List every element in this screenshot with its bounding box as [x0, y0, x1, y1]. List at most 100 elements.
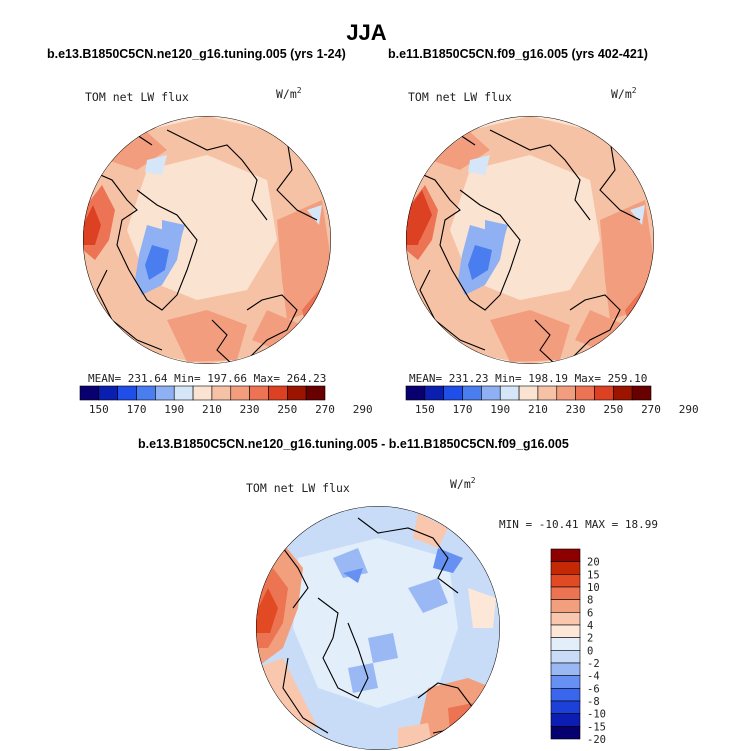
- panel-1-variable-label: TOM net LW flux: [85, 90, 189, 104]
- colorbar-diff-tick-label: 0: [587, 645, 593, 657]
- canada-warm: [430, 132, 490, 170]
- colorbar-2-swatch: [405, 385, 426, 401]
- pacific-warm: [413, 513, 448, 548]
- coastline-siberia: [489, 129, 591, 221]
- colorbar-2-swatch: [462, 385, 482, 401]
- colorbar-2-swatch: [499, 385, 520, 401]
- colorbar-diff-swatch: [550, 637, 581, 651]
- coastline-europe: [211, 319, 233, 364]
- colorbar-1-swatch: [98, 385, 118, 401]
- colorbar-diff-swatch: [550, 561, 581, 575]
- colorbar-diff-swatch: [550, 574, 581, 588]
- colorbar-diff-swatch: [550, 662, 581, 676]
- colorbar-1-swatch: [287, 385, 307, 401]
- ellesmere-cold: [162, 220, 185, 235]
- colorbar-diff-tick-label: 10: [587, 582, 600, 594]
- colorbar-diff-tick-label: 6: [587, 607, 593, 619]
- greenland-core: [468, 245, 492, 280]
- colorbar-diff-tick-label: -15: [587, 721, 606, 733]
- colorbar-diff-tick-label: -10: [587, 709, 606, 721]
- coastline-labrador: [282, 657, 329, 734]
- colorbar-2-swatch: [594, 385, 614, 401]
- colorbar-1-tick-label: 270: [315, 403, 335, 416]
- siberia-cold: [408, 578, 448, 613]
- colorbar-diff-tick-label: 15: [587, 569, 600, 581]
- coastline-siberia: [357, 517, 459, 594]
- colorbar-1-swatch: [192, 385, 213, 401]
- coastline-canada: [282, 547, 309, 609]
- coastline-europe: [534, 319, 556, 364]
- colorbar-2-swatch: [575, 385, 595, 401]
- colorbar-1-tick-label: 210: [202, 403, 222, 416]
- panel-2-stats: MEAN= 231.23 Min= 198.19 Max= 259.10: [409, 372, 648, 385]
- colorbar-1-tick-label: 290: [353, 403, 373, 416]
- colorbar-2-tick-label: 250: [603, 403, 623, 416]
- scandinavia-hot: [448, 703, 473, 733]
- colorbar-diff-swatch: [550, 586, 581, 600]
- colorbar-2-swatch: [631, 385, 652, 401]
- colorbar-panel-1: 150 170 190 210 230 250 270 290: [79, 385, 373, 416]
- colorbar-1-swatch: [249, 385, 269, 401]
- colorbar-2-swatch: [518, 385, 539, 401]
- colorbar-1-swatch: [305, 385, 326, 401]
- colorbar-2-swatch: [443, 385, 463, 401]
- pacific-warm: [167, 310, 247, 362]
- colorbar-2-tick-label: 290: [679, 403, 699, 416]
- greenland-core: [145, 245, 169, 280]
- colorbar-2-tick-label: 150: [415, 403, 435, 416]
- panel-2-variable-label: TOM net LW flux: [408, 90, 512, 104]
- panel-2-case-title: b.e11.B1850C5CN.f09_g16.005 (yrs 402-421…: [388, 47, 648, 61]
- colorbar-1-swatch: [117, 385, 137, 401]
- colorbar-1-swatch: [173, 385, 194, 401]
- coastline-greenland: [411, 169, 521, 311]
- coastline-asia: [599, 139, 641, 221]
- colorbar-diff-tick-label: 4: [587, 620, 593, 632]
- panel-2-units: W/m2: [611, 86, 637, 101]
- map-panel-1: [83, 116, 331, 364]
- colorbar-1-swatch: [136, 385, 156, 401]
- colorbar-1-swatch: [79, 385, 100, 401]
- colorbar-diff-swatch: [550, 650, 581, 664]
- coastline-scandinavia: [569, 294, 621, 361]
- colorbar-1-tick-label: 190: [164, 403, 184, 416]
- colorbar-2-tick-label: 230: [566, 403, 586, 416]
- colorbar-diff-swatch: [550, 624, 581, 638]
- north-atlantic-core-2: [406, 190, 432, 240]
- colorbar-diff-swatch: [550, 612, 581, 626]
- colorbar-diff-tick-label: 8: [587, 595, 593, 607]
- colorbar-diff-swatch: [550, 713, 581, 727]
- colorbar-2-swatch: [537, 385, 558, 401]
- diff-units: W/m2: [450, 476, 476, 491]
- pacific-warm: [490, 310, 570, 362]
- colorbar-1-swatch: [211, 385, 232, 401]
- greenland-cold: [348, 663, 378, 693]
- colorbar-diff-swatch: [550, 700, 581, 714]
- colorbar-2-tick-label: 170: [453, 403, 473, 416]
- colorbar-1-tick-label: 150: [89, 403, 109, 416]
- map-panel-2: [406, 116, 654, 364]
- panel-1-stats: MEAN= 231.64 Min= 197.66 Max= 264.23: [88, 372, 327, 385]
- north-atlantic-core: [83, 205, 101, 245]
- upper-cold: [145, 155, 167, 175]
- eurasia-warm: [600, 200, 654, 320]
- colorbar-diff-swatch: [550, 548, 581, 562]
- coastline-scandinavia: [246, 294, 298, 361]
- colorbar-diff-tick-label: -20: [587, 734, 606, 746]
- eurasia-warm: [277, 200, 331, 320]
- coastline-greenland: [317, 597, 369, 699]
- colorbar-diff-tick-label: 2: [587, 633, 593, 645]
- right-cold: [630, 205, 645, 225]
- coastline-siberia: [166, 129, 268, 221]
- colorbar-2-tick-label: 190: [490, 403, 510, 416]
- panel-1-units: W/m2: [276, 86, 302, 101]
- colorbar-1-swatch: [155, 385, 175, 401]
- canada-warm: [107, 132, 167, 170]
- colorbar-1-tick-label: 230: [240, 403, 260, 416]
- colorbar-2-swatch: [424, 385, 444, 401]
- colorbar-diff-tick-label: -8: [587, 696, 600, 708]
- colorbar-2-swatch: [481, 385, 501, 401]
- east-siberia-cold: [433, 548, 463, 573]
- north-atlantic-core: [256, 588, 278, 633]
- colorbar-1-swatch: [230, 385, 250, 401]
- ellesmere-cold: [485, 220, 508, 235]
